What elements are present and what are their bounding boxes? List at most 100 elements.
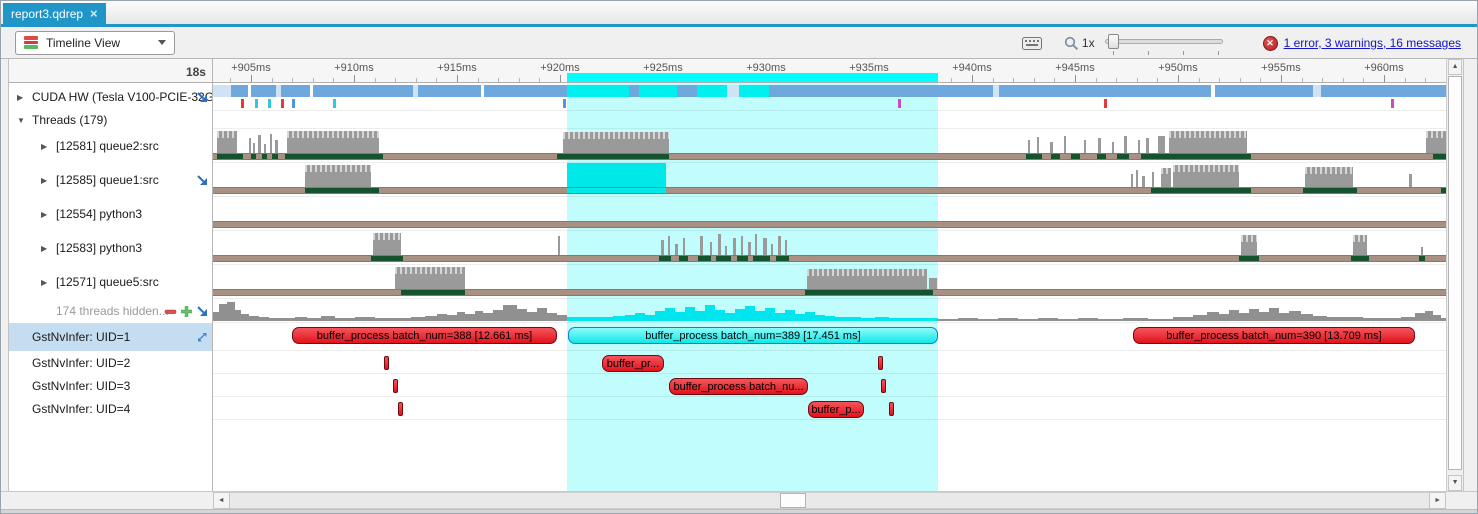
timeline-row-cuda[interactable] bbox=[212, 83, 1447, 111]
nvtx-event-range[interactable]: buffer_pr... bbox=[601, 355, 664, 372]
toggle-t12571[interactable]: ▶ bbox=[40, 277, 48, 287]
timeline-row-filler[interactable] bbox=[213, 420, 1446, 491]
cpu-usage-bar bbox=[1097, 138, 1101, 153]
keyboard-shortcuts-icon[interactable] bbox=[1021, 36, 1042, 50]
ruler-minor-tick bbox=[951, 78, 953, 82]
timeline-row-t12583[interactable] bbox=[212, 231, 1447, 265]
sidebar-row-threads[interactable]: ▼ Threads (179) bbox=[9, 111, 212, 129]
hidden-threads-activity bbox=[1172, 317, 1193, 321]
selection-range-ruler-highlight bbox=[566, 73, 938, 82]
timeline-row-uid2[interactable]: buffer_pr... bbox=[212, 351, 1447, 374]
hidden-threads-activity bbox=[374, 318, 391, 321]
remove-icon[interactable] bbox=[164, 305, 177, 318]
toggle-t12554[interactable]: ▶ bbox=[40, 209, 48, 219]
expand-icon[interactable] bbox=[196, 331, 208, 343]
toggle-t12581[interactable]: ▶ bbox=[40, 141, 48, 151]
runtime-activity-segment bbox=[556, 154, 669, 159]
tab-report3[interactable]: report3.qdrep × bbox=[3, 3, 106, 24]
timeline-row-threads[interactable] bbox=[212, 111, 1447, 129]
sidebar-row-t12554[interactable]: ▶ [12554] python3 bbox=[9, 197, 212, 231]
cpu-usage-bar bbox=[566, 163, 666, 187]
hidden-threads-activity bbox=[1400, 317, 1415, 321]
cpu-usage-bar bbox=[1036, 137, 1039, 153]
zoom-slider-handle[interactable] bbox=[1107, 34, 1119, 49]
sidebar-row-t12583[interactable]: ▶ [12583] python3 bbox=[9, 231, 212, 265]
cpu-usage-bar bbox=[1137, 140, 1140, 153]
messages-link[interactable]: 1 error, 3 warnings, 16 messages bbox=[1283, 36, 1461, 50]
nvtx-event-tick[interactable] bbox=[880, 379, 886, 393]
ruler-minor-tick bbox=[1363, 78, 1365, 82]
hidden-threads-activity bbox=[714, 310, 725, 321]
vertical-scroll-thumb[interactable] bbox=[1448, 76, 1463, 470]
hidden-threads-activity bbox=[334, 318, 355, 321]
toggle-t12585[interactable]: ▶ bbox=[40, 175, 48, 185]
view-selector-dropdown[interactable]: Timeline View bbox=[15, 30, 175, 55]
cpu-usage-bar bbox=[777, 236, 781, 255]
cuda-event-tick bbox=[267, 99, 271, 108]
add-icon[interactable] bbox=[180, 305, 193, 318]
nvtx-event-range[interactable]: buffer_p... bbox=[807, 401, 864, 418]
ruler-minor-tick bbox=[395, 78, 397, 82]
scroll-up-button[interactable]: ▲ bbox=[1448, 59, 1463, 75]
sidebar-row-t12571[interactable]: ▶ [12571] queue5:src bbox=[9, 265, 212, 299]
hidden-threads-activity bbox=[734, 309, 745, 321]
sidebar-row-t12581[interactable]: ▶ [12581] queue2:src bbox=[9, 129, 212, 163]
nvtx-event-tick[interactable] bbox=[392, 379, 398, 393]
sidebar-row-t12585[interactable]: ▶ [12585] queue1:src bbox=[9, 163, 212, 197]
zoom-slider-track[interactable] bbox=[1104, 39, 1223, 44]
timeline-row-t12554[interactable] bbox=[212, 197, 1447, 231]
nvtx-event-tick[interactable] bbox=[397, 402, 403, 416]
nvtx-event-tick[interactable] bbox=[383, 356, 389, 370]
runtime-activity-segment bbox=[1070, 154, 1080, 159]
timeline-row-t12571[interactable] bbox=[212, 265, 1447, 299]
timeline-row-t12581[interactable] bbox=[212, 129, 1447, 163]
sidebar-row-uid4[interactable]: GstNvInfer: UID=4 bbox=[9, 397, 212, 420]
timeline-row-uid3[interactable]: buffer_process batch_nu... bbox=[212, 374, 1447, 397]
sidebar-row-uid3[interactable]: GstNvInfer: UID=3 bbox=[9, 374, 212, 397]
track-label-threads: Threads (179) bbox=[31, 113, 108, 127]
timeline-row-hidden[interactable] bbox=[212, 299, 1447, 323]
cuda-activity-segment bbox=[275, 85, 281, 97]
horizontal-scroll-track[interactable] bbox=[229, 492, 1430, 509]
toggle-threads[interactable]: ▼ bbox=[16, 115, 25, 125]
timeline-row-t12585[interactable] bbox=[212, 163, 1447, 197]
nvtx-event-range[interactable]: buffer_process batch_num=388 [12.661 ms] bbox=[291, 327, 557, 344]
timeline-ruler[interactable]: +905ms +910ms +915ms +920ms +925ms +930ms +935… bbox=[212, 59, 1447, 83]
flyout-icon[interactable] bbox=[196, 174, 208, 186]
sidebar-row-cuda[interactable]: ▶ CUDA HW (Tesla V100-PCIE-32G bbox=[9, 83, 212, 111]
sidebar-row-hidden[interactable]: 174 threads hidden... bbox=[9, 299, 212, 323]
nvtx-event-tick[interactable] bbox=[877, 356, 883, 370]
hidden-threads-activity bbox=[612, 316, 625, 321]
timeline-row-uid4[interactable]: buffer_p... bbox=[212, 397, 1447, 420]
hidden-threads-activity bbox=[1312, 316, 1327, 321]
ruler-minor-tick bbox=[1322, 78, 1324, 82]
flyout-icon[interactable] bbox=[196, 305, 208, 317]
histogram-texture bbox=[806, 269, 927, 276]
histogram-texture bbox=[286, 131, 379, 139]
cuda-activity-segment bbox=[1210, 85, 1215, 97]
track-label-t12581: [12581] queue2:src bbox=[55, 139, 159, 153]
sidebar-row-filler[interactable] bbox=[9, 420, 212, 491]
cpu-usage-bar bbox=[682, 238, 685, 255]
hidden-threads-activity bbox=[536, 308, 547, 321]
sidebar-row-uid1[interactable]: GstNvInfer: UID=1 bbox=[8, 323, 212, 351]
scroll-down-button[interactable]: ▼ bbox=[1448, 475, 1463, 491]
nvtx-event-range[interactable]: buffer_process batch_num=389 [17.451 ms] bbox=[567, 327, 938, 344]
hidden-threads-activity bbox=[904, 318, 921, 321]
vertical-scrollbar[interactable]: ▲ ▼ bbox=[1446, 59, 1464, 491]
horizontal-scrollbar[interactable]: ◄ ► bbox=[212, 492, 1447, 509]
tab-close-icon[interactable]: × bbox=[90, 6, 98, 21]
scroll-right-button[interactable]: ► bbox=[1429, 492, 1447, 509]
nvtx-event-range[interactable]: buffer_process batch_nu... bbox=[668, 378, 808, 395]
zoom-slider[interactable] bbox=[1104, 32, 1223, 55]
sidebar-row-uid2[interactable]: GstNvInfer: UID=2 bbox=[9, 351, 212, 374]
scroll-left-button[interactable]: ◄ bbox=[212, 492, 230, 509]
nvtx-event-range[interactable]: buffer_process batch_num=390 [13.709 ms] bbox=[1132, 327, 1415, 344]
timeline-row-uid1[interactable]: buffer_process batch_num=388 [12.661 ms]… bbox=[212, 323, 1447, 351]
nvtx-event-tick[interactable] bbox=[888, 402, 894, 416]
toggle-t12583[interactable]: ▶ bbox=[40, 243, 48, 253]
toggle-cuda[interactable]: ▶ bbox=[16, 92, 24, 102]
horizontal-scroll-thumb[interactable] bbox=[779, 493, 806, 508]
cuda-activity-segment bbox=[212, 85, 231, 97]
flyout-icon[interactable] bbox=[196, 91, 208, 103]
